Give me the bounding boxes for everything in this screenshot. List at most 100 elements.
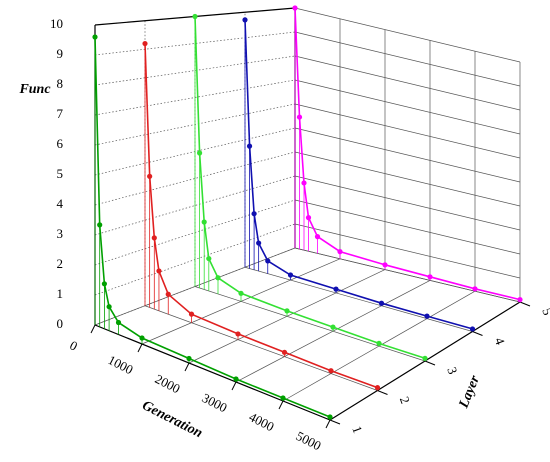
marker bbox=[305, 215, 312, 221]
marker bbox=[165, 291, 171, 297]
marker bbox=[292, 5, 298, 11]
x-tick-mark bbox=[325, 419, 331, 429]
grid-line bbox=[294, 103, 521, 159]
y-tick-mark bbox=[519, 301, 531, 307]
x-tick-mark bbox=[137, 343, 143, 353]
z-tick-label: 8 bbox=[57, 76, 64, 91]
series-line bbox=[244, 19, 473, 330]
marker bbox=[337, 249, 343, 255]
grid-line bbox=[244, 266, 473, 332]
y-tick-mark bbox=[377, 390, 388, 395]
grid-line bbox=[294, 79, 521, 135]
x-tick-label: 5000 bbox=[294, 428, 324, 453]
z-tick-label: 9 bbox=[57, 46, 64, 61]
series-line bbox=[294, 7, 521, 301]
marker bbox=[424, 313, 430, 319]
x-tick-label: 0 bbox=[67, 337, 80, 353]
grid-line bbox=[294, 175, 521, 231]
marker bbox=[284, 308, 290, 314]
marker bbox=[330, 324, 336, 330]
marker bbox=[314, 234, 321, 240]
marker bbox=[246, 143, 253, 149]
grid-line bbox=[294, 223, 521, 279]
marker bbox=[215, 275, 221, 281]
z-tick-label: 5 bbox=[57, 166, 64, 181]
marker bbox=[280, 395, 286, 401]
marker bbox=[327, 414, 333, 420]
marker bbox=[517, 297, 523, 303]
marker bbox=[422, 355, 428, 361]
z-tick-label: 2 bbox=[57, 256, 64, 271]
marker bbox=[106, 304, 112, 310]
marker bbox=[328, 368, 334, 374]
marker bbox=[156, 268, 162, 274]
marker bbox=[469, 326, 476, 332]
y-tick-mark bbox=[472, 331, 483, 336]
y-tick-mark bbox=[424, 360, 436, 366]
grid-line bbox=[144, 305, 378, 391]
axis-line bbox=[94, 324, 331, 421]
y-axis-label: Layer bbox=[456, 373, 483, 411]
x-tick-mark bbox=[278, 400, 284, 410]
y-tick-label: 3 bbox=[444, 365, 460, 376]
grid-line bbox=[294, 151, 521, 207]
x-tick-label: 3000 bbox=[200, 390, 230, 415]
marker bbox=[233, 376, 239, 382]
grid-line bbox=[294, 247, 521, 303]
marker bbox=[192, 13, 198, 20]
z-tick-label: 7 bbox=[57, 106, 64, 121]
marker bbox=[256, 240, 262, 246]
grid-line bbox=[294, 127, 521, 183]
z-tick-label: 6 bbox=[57, 136, 64, 151]
marker bbox=[382, 262, 388, 268]
marker bbox=[115, 319, 122, 326]
marker bbox=[378, 300, 385, 306]
marker bbox=[101, 281, 107, 287]
x-axis-label: Generation bbox=[140, 398, 205, 441]
x-tick-mark bbox=[184, 362, 190, 372]
y-tick-label: 1 bbox=[349, 424, 365, 435]
marker bbox=[287, 272, 294, 278]
grid-line bbox=[194, 286, 426, 362]
marker bbox=[142, 40, 148, 47]
marker bbox=[235, 331, 241, 337]
marker bbox=[265, 258, 271, 264]
marker bbox=[206, 255, 212, 262]
grid-line bbox=[294, 7, 521, 63]
marker bbox=[97, 222, 103, 228]
marker bbox=[201, 219, 207, 225]
x-tick-mark bbox=[90, 324, 96, 334]
z-tick-label: 3 bbox=[57, 226, 64, 241]
grid-line bbox=[294, 31, 521, 87]
z-tick-label: 4 bbox=[57, 196, 64, 211]
marker bbox=[197, 150, 203, 156]
marker bbox=[92, 34, 98, 40]
x-tick-label: 1000 bbox=[106, 352, 136, 377]
marker bbox=[296, 114, 303, 120]
marker bbox=[472, 286, 478, 292]
x-tick-mark bbox=[231, 381, 237, 391]
marker bbox=[333, 286, 339, 292]
marker bbox=[251, 211, 257, 217]
marker bbox=[427, 274, 433, 280]
z-tick-label: 1 bbox=[57, 286, 64, 301]
y-tick-mark bbox=[329, 419, 341, 425]
series-line bbox=[94, 36, 331, 418]
x-tick-label: 4000 bbox=[247, 409, 277, 434]
marker bbox=[242, 17, 248, 23]
y-tick-label: 2 bbox=[397, 394, 413, 405]
marker bbox=[301, 180, 307, 186]
marker bbox=[147, 173, 153, 179]
marker bbox=[151, 235, 157, 241]
marker bbox=[281, 349, 288, 355]
marker bbox=[376, 340, 382, 346]
grid-line bbox=[94, 151, 296, 206]
grid-line bbox=[94, 55, 296, 86]
marker bbox=[374, 385, 381, 391]
z-tick-label: 0 bbox=[57, 316, 64, 331]
y-tick-label: 4 bbox=[492, 335, 508, 347]
grid-line bbox=[294, 199, 521, 255]
marker bbox=[188, 311, 195, 317]
y-tick-label: 5 bbox=[539, 306, 550, 317]
